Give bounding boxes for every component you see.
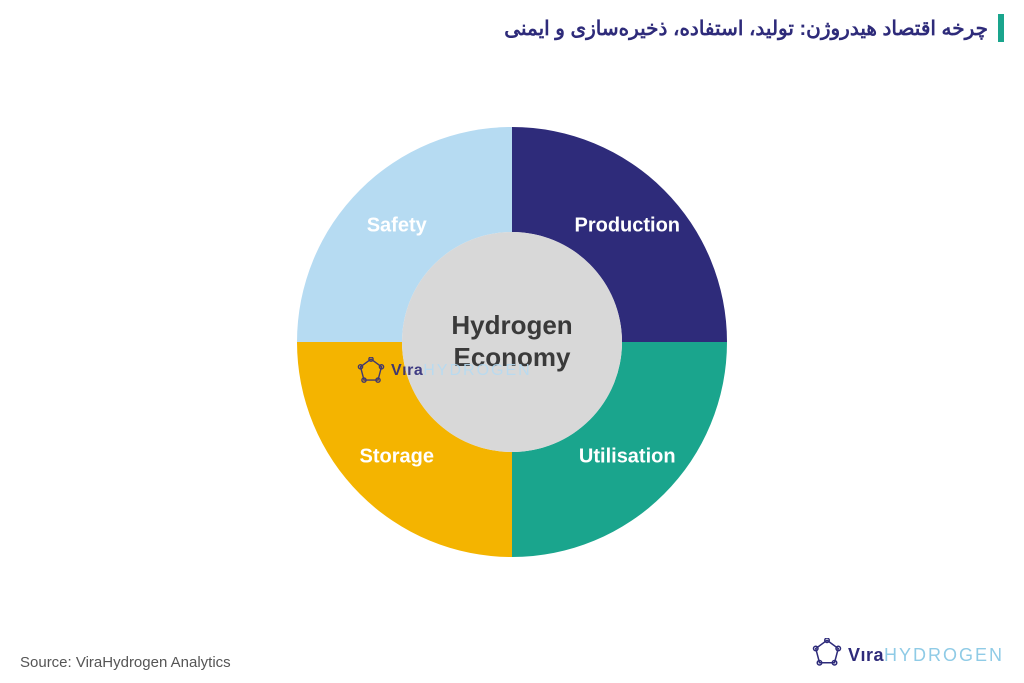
page-title: چرخه اقتصاد هیدروژن: تولید، استفاده، ذخی… [504, 16, 988, 41]
segment-label: Storage [360, 445, 434, 468]
center-line1: Hydrogen [451, 310, 572, 340]
donut-ring: Hydrogen Economy Production Utilisation St… [297, 127, 727, 557]
hydrogen-icon [357, 357, 385, 385]
footer-brand-light: HYDROGEN [884, 645, 1004, 665]
page-title-bar: چرخه اقتصاد هیدروژن: تولید، استفاده، ذخی… [504, 14, 1004, 42]
watermark-brand-bold: Vıra [391, 362, 423, 379]
watermark-logo: VıraHYDROGEN [357, 357, 532, 385]
source-text: Source: ViraHydrogen Analytics [20, 654, 231, 671]
segment-label: Utilisation [579, 445, 676, 468]
segment-label: Safety [367, 215, 427, 238]
footer-brand-bold: Vıra [848, 645, 884, 665]
watermark-brand-light: HYDROGEN [423, 362, 531, 379]
donut-center: Hydrogen Economy [402, 232, 622, 452]
hydrogen-icon [812, 638, 842, 673]
footer-logo: VıraHYDROGEN [812, 638, 1004, 673]
segment-label: Production [574, 215, 680, 238]
title-accent-marker [998, 14, 1004, 42]
donut-chart: Hydrogen Economy Production Utilisation St… [297, 127, 727, 557]
